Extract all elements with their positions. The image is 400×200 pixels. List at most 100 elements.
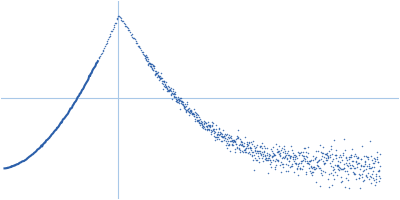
Point	[144, 60, 150, 63]
Point	[151, 67, 158, 70]
Point	[361, 165, 367, 168]
Point	[306, 159, 312, 163]
Point	[368, 165, 375, 169]
Point	[193, 115, 200, 119]
Point	[196, 117, 203, 120]
Point	[274, 151, 280, 154]
Point	[319, 151, 325, 154]
Point	[154, 71, 160, 75]
Point	[244, 142, 250, 145]
Point	[129, 36, 136, 39]
Point	[302, 158, 308, 161]
Point	[306, 166, 312, 170]
Point	[291, 171, 297, 174]
Point	[339, 158, 345, 162]
Point	[160, 79, 166, 82]
Point	[371, 156, 378, 159]
Point	[310, 155, 317, 158]
Point	[228, 136, 234, 139]
Point	[282, 150, 288, 153]
Point	[372, 184, 378, 187]
Point	[303, 172, 310, 175]
Point	[220, 135, 226, 139]
Point	[357, 186, 364, 189]
Point	[274, 148, 280, 151]
Point	[143, 56, 149, 59]
Point	[104, 40, 110, 43]
Point	[115, 15, 122, 18]
Point	[278, 146, 285, 150]
Point	[326, 153, 333, 157]
Point	[139, 50, 145, 53]
Point	[206, 126, 213, 129]
Point	[236, 147, 242, 151]
Point	[198, 122, 204, 125]
Point	[250, 144, 257, 147]
Point	[292, 162, 298, 165]
Point	[190, 112, 196, 115]
Point	[292, 157, 299, 161]
Point	[359, 144, 365, 147]
Point	[257, 145, 263, 148]
Point	[118, 17, 124, 20]
Point	[371, 166, 377, 169]
Point	[157, 74, 164, 77]
Point	[343, 156, 349, 159]
Point	[321, 162, 327, 166]
Point	[336, 161, 343, 164]
Point	[172, 90, 178, 94]
Point	[241, 145, 247, 148]
Point	[258, 147, 265, 150]
Point	[301, 156, 307, 160]
Point	[226, 144, 232, 147]
Point	[258, 152, 264, 155]
Point	[208, 120, 215, 123]
Point	[222, 136, 228, 139]
Point	[144, 58, 151, 61]
Point	[295, 150, 301, 153]
Point	[215, 128, 222, 131]
Point	[239, 149, 245, 153]
Point	[356, 176, 362, 180]
Point	[300, 164, 307, 168]
Point	[348, 153, 355, 156]
Point	[194, 119, 200, 122]
Point	[321, 155, 328, 158]
Point	[162, 81, 169, 84]
Point	[333, 154, 339, 157]
Point	[148, 62, 155, 66]
Point	[300, 146, 307, 149]
Point	[348, 164, 355, 167]
Point	[109, 30, 115, 33]
Point	[342, 148, 348, 151]
Point	[313, 150, 319, 153]
Point	[307, 164, 314, 167]
Point	[366, 162, 373, 165]
Point	[253, 143, 260, 146]
Point	[374, 160, 381, 163]
Point	[330, 157, 336, 161]
Point	[146, 61, 152, 64]
Point	[165, 85, 171, 88]
Point	[302, 154, 309, 158]
Point	[188, 112, 195, 116]
Point	[229, 138, 236, 141]
Point	[187, 110, 194, 113]
Point	[320, 151, 327, 155]
Point	[248, 140, 254, 143]
Point	[295, 165, 302, 168]
Point	[137, 46, 144, 50]
Point	[181, 105, 188, 108]
Point	[218, 134, 225, 138]
Point	[180, 102, 186, 105]
Point	[138, 48, 144, 51]
Point	[146, 61, 152, 65]
Point	[307, 159, 313, 162]
Point	[284, 151, 290, 155]
Point	[264, 158, 271, 161]
Point	[265, 171, 272, 175]
Point	[216, 137, 222, 141]
Point	[150, 68, 156, 71]
Point	[346, 186, 352, 189]
Point	[333, 153, 340, 156]
